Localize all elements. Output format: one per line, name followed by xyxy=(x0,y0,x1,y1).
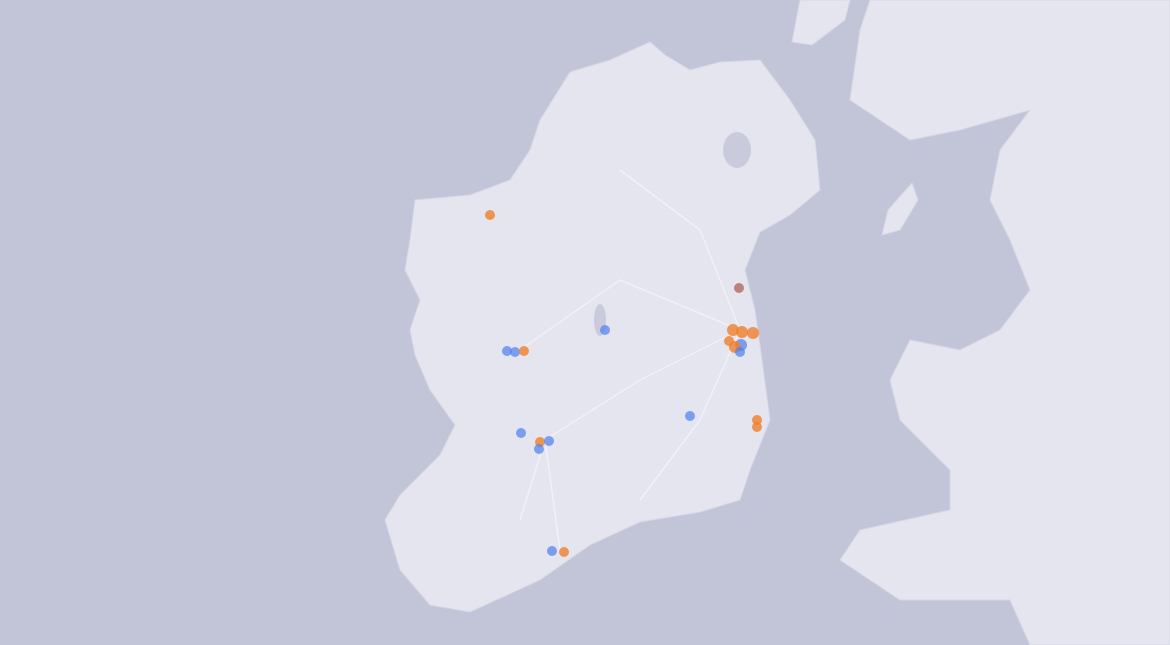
marker xyxy=(685,411,695,421)
marker xyxy=(510,347,520,357)
marker xyxy=(547,546,557,556)
marker xyxy=(559,547,569,557)
marker xyxy=(752,415,762,425)
road xyxy=(519,169,741,551)
lake xyxy=(723,132,751,168)
marker xyxy=(736,326,748,338)
marker xyxy=(519,346,529,356)
marker xyxy=(752,422,762,432)
marker xyxy=(747,327,759,339)
island xyxy=(791,0,851,46)
marker xyxy=(516,428,526,438)
marker xyxy=(600,325,610,335)
marker xyxy=(544,436,554,446)
marker xyxy=(727,324,739,336)
marker xyxy=(534,444,544,454)
markers xyxy=(485,210,762,557)
marker xyxy=(502,346,512,356)
great-britain xyxy=(839,0,1170,645)
isle-of-man xyxy=(881,182,919,236)
marker xyxy=(734,283,744,293)
marker xyxy=(735,347,745,357)
marker xyxy=(485,210,495,220)
